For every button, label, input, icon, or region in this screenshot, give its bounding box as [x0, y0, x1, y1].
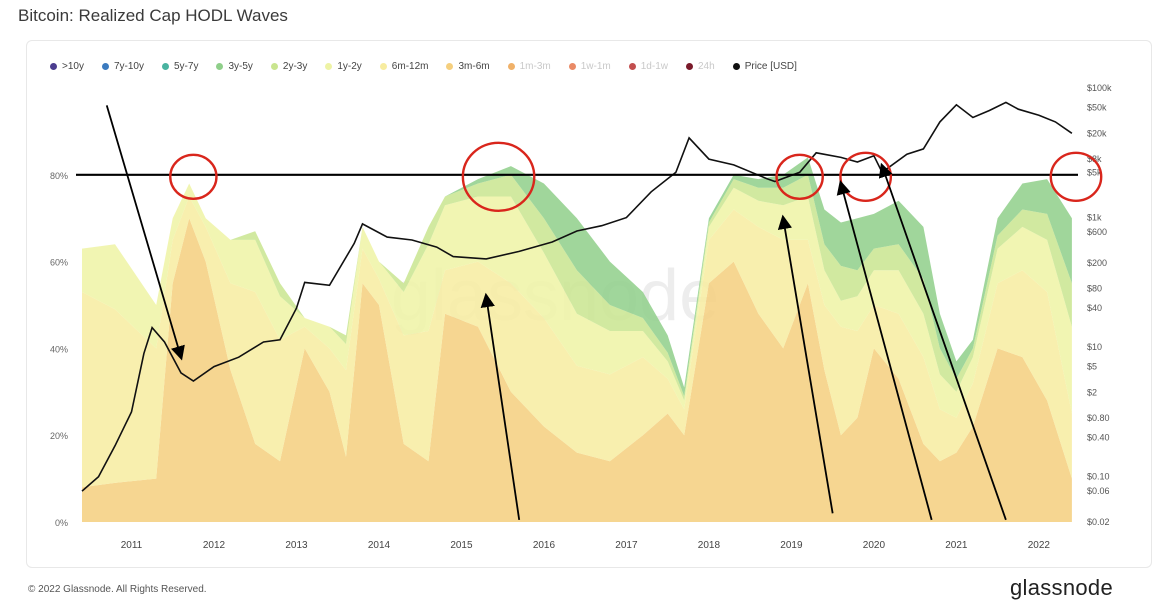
- x-tick-label: 2016: [533, 540, 556, 551]
- y-left-tick-label: 60%: [50, 258, 68, 268]
- legend-label: 1y-2y: [337, 60, 362, 72]
- arrow-mark-2: [777, 214, 834, 514]
- x-tick-label: 2019: [780, 540, 803, 551]
- legend-dot-icon: [101, 62, 109, 70]
- y-right-tick-label: $40: [1087, 303, 1102, 313]
- y-right-tick-label: $0.40: [1087, 433, 1110, 443]
- legend-dot-icon: [325, 62, 333, 70]
- x-tick-label: 2015: [450, 540, 473, 551]
- area-series-2: [82, 183, 1072, 418]
- legend-dot-icon: [50, 62, 57, 70]
- legend-item-0[interactable]: >10y: [50, 57, 84, 75]
- legend-item-9[interactable]: 1w-1m: [568, 57, 611, 75]
- legend-dot-icon: [732, 62, 740, 70]
- page-title: Bitcoin: Realized Cap HODL Waves: [18, 6, 288, 25]
- legend-item-12[interactable]: Price [USD]: [732, 57, 797, 75]
- legend-item-4[interactable]: 2y-3y: [270, 57, 308, 75]
- legend-item-6[interactable]: 6m-12m: [379, 57, 429, 75]
- x-tick-label: 2012: [203, 540, 226, 551]
- y-right-tick-label: $0.02: [1087, 517, 1110, 527]
- y-left-tick-label: 40%: [50, 344, 68, 354]
- y-right-tick-label: $10: [1087, 342, 1102, 352]
- legend-label: 1d-1w: [640, 60, 668, 72]
- legend-item-10[interactable]: 1d-1w: [628, 57, 668, 75]
- red-circle-mark-3: [839, 151, 893, 203]
- y-right-tick-label: $0.80: [1087, 413, 1110, 423]
- legend-label: 2y-3y: [282, 60, 308, 72]
- legend-dot-icon: [568, 62, 576, 70]
- legend-item-7[interactable]: 3m-6m: [446, 57, 490, 75]
- y-right-tick-label: $600: [1087, 227, 1107, 237]
- arrow-mark-4: [878, 162, 1007, 521]
- price-line: [81, 101, 1073, 492]
- legend-label: 7y-10y: [113, 60, 144, 72]
- y-right-tick-label: $50k: [1087, 103, 1107, 113]
- red-circle-mark-2: [775, 153, 824, 201]
- area-series-0: [82, 218, 1072, 522]
- arrow-mark-0: [105, 105, 185, 361]
- red-circle-mark-4: [1049, 151, 1103, 203]
- legend-item-1[interactable]: 7y-10y: [101, 57, 144, 75]
- y-right-tick-label: $2: [1087, 387, 1097, 397]
- legend-item-5[interactable]: 1y-2y: [325, 57, 362, 75]
- legend-label: 6m-12m: [391, 60, 429, 72]
- copyright-footer: © 2022 Glassnode. All Rights Reserved.: [28, 584, 207, 595]
- legend-dot-icon: [270, 62, 278, 70]
- legend-dot-icon: [628, 62, 636, 70]
- area-series-1: [82, 196, 1072, 488]
- brand-logo: glassnode: [1010, 575, 1113, 600]
- legend-dot-icon: [446, 62, 454, 70]
- y-right-tick-label: $5k: [1087, 167, 1102, 177]
- legend-label: 5y-7y: [173, 60, 199, 72]
- area-series-3: [82, 174, 1072, 401]
- legend-dot-icon: [161, 62, 169, 70]
- x-tick-label: 2022: [1028, 540, 1051, 551]
- legend-label: >10y: [62, 60, 84, 72]
- legend-dot-icon: [686, 62, 693, 70]
- legend[interactable]: >10y 7y-10y 5y-7y 3y-5y 2y-3y 1y-2y 6m-12m 3m-6…: [50, 57, 1140, 75]
- red-circle-mark-1: [461, 141, 536, 213]
- x-tick-label: 2018: [698, 540, 721, 551]
- x-tick-label: 2017: [615, 540, 638, 551]
- x-tick-label: 2011: [121, 540, 143, 551]
- legend-dot-icon: [507, 62, 515, 70]
- y-right-tick-label: $80: [1087, 284, 1102, 294]
- legend-label: 3m-6m: [458, 60, 490, 72]
- legend-item-11[interactable]: 24h: [686, 57, 715, 75]
- y-right-tick-label: $200: [1087, 258, 1107, 268]
- y-right-tick-label: $1k: [1087, 213, 1102, 223]
- legend-item-3[interactable]: 3y-5y: [216, 57, 253, 75]
- x-tick-label: 2020: [863, 540, 886, 551]
- arrow-mark-1: [480, 292, 521, 520]
- x-tick-label: 2013: [285, 540, 308, 551]
- y-left-tick-label: 20%: [50, 431, 68, 441]
- legend-label: 1m-3m: [519, 60, 551, 72]
- y-left-tick-label: 80%: [50, 171, 68, 181]
- arrow-mark-3: [836, 180, 933, 521]
- legend-label: 24h: [698, 60, 715, 72]
- area-series-4: [82, 157, 1072, 397]
- red-circle-mark-0: [169, 153, 218, 201]
- legend-item-2[interactable]: 5y-7y: [161, 57, 199, 75]
- y-right-tick-label: $0.10: [1087, 472, 1110, 482]
- legend-dot-icon: [379, 62, 387, 70]
- legend-label: 3y-5y: [228, 60, 253, 72]
- legend-label: 1w-1m: [580, 60, 611, 72]
- legend-item-8[interactable]: 1m-3m: [507, 57, 551, 75]
- y-right-tick-label: $5: [1087, 362, 1097, 372]
- legend-dot-icon: [216, 62, 224, 70]
- x-tick-label: 2014: [368, 540, 391, 551]
- y-left-tick-label: 0%: [55, 518, 68, 528]
- y-right-tick-label: $100k: [1087, 83, 1112, 93]
- y-right-tick-label: $20k: [1087, 128, 1107, 138]
- x-tick-label: 2021: [945, 540, 968, 551]
- legend-label: Price [USD]: [744, 60, 797, 72]
- y-right-tick-label: $0.06: [1087, 486, 1110, 496]
